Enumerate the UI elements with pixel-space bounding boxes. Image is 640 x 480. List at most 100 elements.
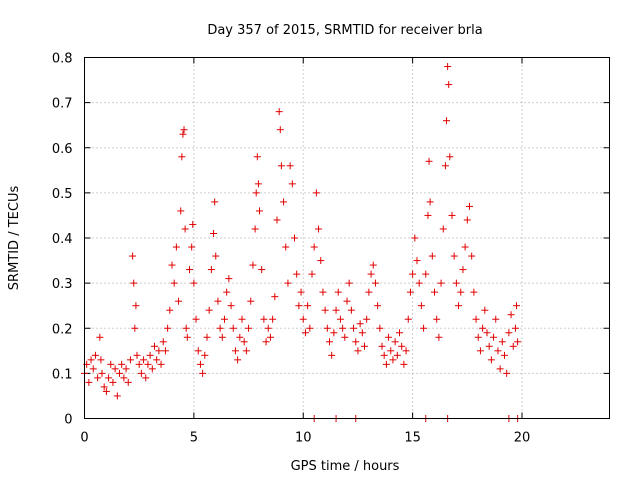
data-point xyxy=(457,288,465,296)
data-point xyxy=(352,338,360,346)
data-point xyxy=(113,392,121,400)
data-point xyxy=(179,130,187,138)
data-point xyxy=(437,279,445,287)
data-point xyxy=(186,266,193,274)
data-point xyxy=(328,351,336,359)
y-tick-label: 0.2 xyxy=(52,322,73,337)
data-point xyxy=(166,306,174,314)
data-point xyxy=(188,243,196,251)
data-point xyxy=(280,198,288,206)
data-point xyxy=(189,220,197,228)
y-tick-label: 0.4 xyxy=(52,232,73,247)
data-point xyxy=(411,234,419,242)
data-point xyxy=(89,365,97,373)
chart-title: Day 357 of 2015, SRMTID for receiver brl… xyxy=(207,23,482,38)
data-point xyxy=(107,360,115,368)
data-point xyxy=(367,270,375,278)
data-point xyxy=(105,374,113,382)
data-point xyxy=(503,369,511,377)
data-point xyxy=(391,338,399,346)
data-point xyxy=(135,360,143,368)
data-point xyxy=(98,369,106,377)
data-point xyxy=(485,342,493,350)
data-point xyxy=(466,202,473,210)
data-point xyxy=(435,333,443,341)
data-point xyxy=(299,315,307,323)
data-point xyxy=(417,302,425,310)
data-point xyxy=(308,270,316,278)
data-point xyxy=(192,315,200,323)
data-point xyxy=(262,338,270,346)
data-point xyxy=(317,257,325,265)
data-point xyxy=(433,315,441,323)
data-point xyxy=(415,279,423,287)
data-point xyxy=(441,162,449,170)
data-point xyxy=(291,234,298,242)
data-point xyxy=(148,365,156,373)
data-point xyxy=(218,333,226,341)
data-point xyxy=(323,324,331,332)
data-point xyxy=(396,329,403,337)
data-point xyxy=(514,338,522,346)
y-tick-label: 0.7 xyxy=(52,97,73,112)
data-point xyxy=(424,211,432,219)
data-point xyxy=(288,180,296,188)
data-point xyxy=(358,329,366,337)
data-point xyxy=(425,157,433,165)
data-point xyxy=(269,315,277,323)
data-point xyxy=(282,243,290,251)
data-point xyxy=(284,279,292,287)
data-point xyxy=(420,324,428,332)
data-point xyxy=(180,126,188,134)
data-point xyxy=(297,288,305,296)
data-point xyxy=(142,374,150,382)
data-point xyxy=(175,297,183,305)
data-point xyxy=(124,378,132,386)
data-point xyxy=(472,315,480,323)
data-point xyxy=(374,302,382,310)
data-point xyxy=(153,356,161,364)
data-point xyxy=(214,297,222,305)
data-point xyxy=(380,351,388,359)
data-point xyxy=(109,378,117,386)
data-point xyxy=(196,360,204,368)
data-point xyxy=(164,324,172,332)
data-point xyxy=(334,288,342,296)
data-point xyxy=(422,270,430,278)
data-point xyxy=(133,351,141,359)
data-point xyxy=(242,347,250,355)
data-point xyxy=(483,329,491,337)
data-point xyxy=(137,369,145,377)
data-point xyxy=(172,243,180,251)
data-point xyxy=(501,351,508,359)
data-point xyxy=(301,329,309,337)
data-point xyxy=(354,347,362,355)
data-point xyxy=(455,302,463,310)
data-point xyxy=(336,315,344,323)
data-point xyxy=(146,351,154,359)
y-tick-label: 0.1 xyxy=(52,367,73,382)
data-point xyxy=(406,288,414,296)
data-point xyxy=(97,356,105,364)
y-tick-label: 0.3 xyxy=(52,277,73,292)
data-point xyxy=(470,288,478,296)
data-point xyxy=(170,279,178,287)
x-tick-label: 20 xyxy=(514,431,531,446)
data-point xyxy=(144,360,152,368)
data-point xyxy=(496,365,504,373)
data-point xyxy=(256,207,263,215)
data-point xyxy=(293,270,301,278)
data-point xyxy=(450,252,458,260)
data-point xyxy=(444,63,452,71)
data-point xyxy=(210,229,218,237)
data-point xyxy=(361,342,368,350)
data-point xyxy=(356,320,364,328)
data-point xyxy=(85,378,93,386)
data-point xyxy=(212,252,220,260)
data-point xyxy=(276,126,284,134)
data-point xyxy=(393,351,401,359)
data-point xyxy=(277,162,285,170)
data-point xyxy=(295,302,303,310)
data-point xyxy=(216,324,224,332)
data-point xyxy=(479,324,487,332)
